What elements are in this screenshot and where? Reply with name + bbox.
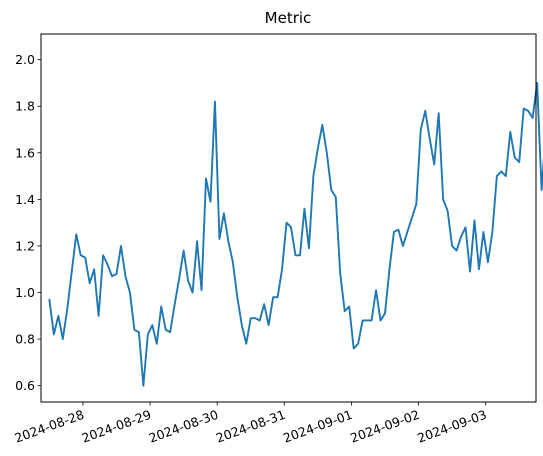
chart-title: Metric <box>265 9 312 27</box>
y-tick-label: 1.0 <box>15 285 35 300</box>
y-tick-label: 1.2 <box>15 238 35 253</box>
y-tick-label: 1.4 <box>15 192 35 207</box>
y-tick-label: 1.8 <box>15 99 35 114</box>
y-tick-label: 0.8 <box>15 332 35 347</box>
y-tick-label: 1.6 <box>15 145 35 160</box>
plot-area-frame <box>40 33 537 403</box>
series-line <box>48 81 543 387</box>
y-tick-label: 0.6 <box>15 378 35 393</box>
y-tick-label: 2.0 <box>15 52 35 67</box>
